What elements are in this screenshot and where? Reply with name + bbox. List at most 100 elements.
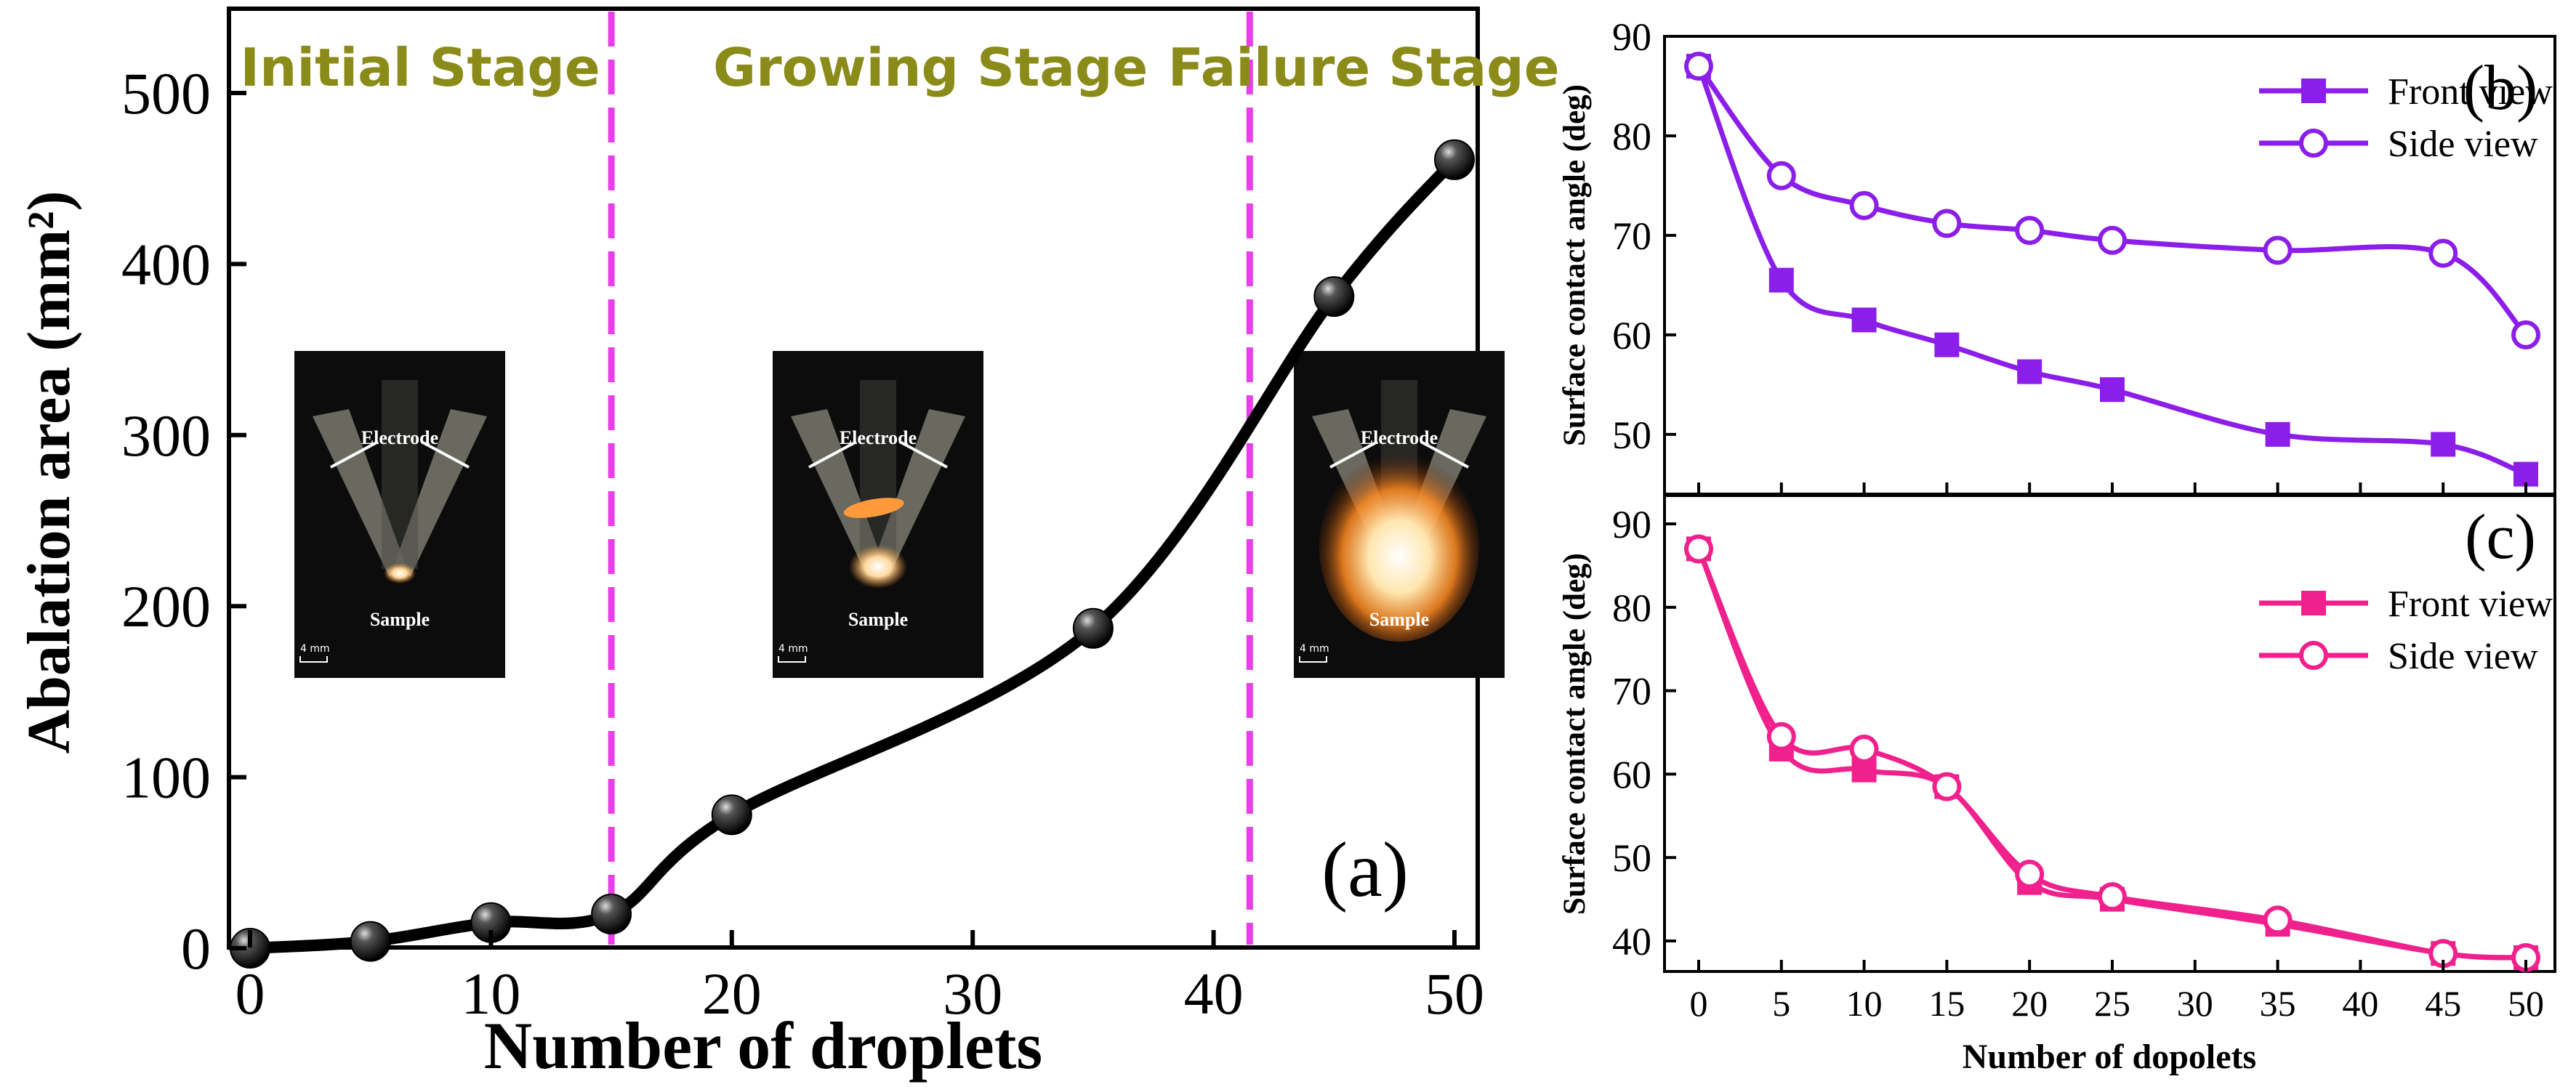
panel-b-data-points bbox=[1684, 52, 2540, 487]
panel-a-y-axis-label: Abalation area (mm²) bbox=[15, 191, 83, 754]
electrode-arrow-left bbox=[1329, 440, 1378, 469]
x-tick-label: 50 bbox=[1425, 961, 1484, 1027]
spark-streak bbox=[843, 498, 904, 518]
scale-bar bbox=[778, 656, 806, 663]
x-tick-label: 35 bbox=[2260, 983, 2296, 1024]
x-tick-label: 40 bbox=[2342, 983, 2378, 1024]
panel-a-stage-labels: Initial Stage Growing Stage Failure Stage bbox=[240, 37, 1559, 98]
data-point-circle bbox=[2428, 238, 2458, 268]
data-point-circle bbox=[2511, 320, 2540, 349]
discharge-glow bbox=[849, 545, 907, 589]
data-point-circle bbox=[1766, 722, 1796, 751]
x-tick-label: 45 bbox=[2425, 983, 2461, 1024]
legend-marker-circle bbox=[2299, 641, 2328, 670]
data-point-square bbox=[2513, 461, 2538, 487]
data-point bbox=[591, 893, 632, 934]
x-tick-label: 5 bbox=[1772, 983, 1790, 1024]
scale-bar bbox=[299, 656, 328, 663]
electrode-arrow-right bbox=[1420, 440, 1469, 469]
electrode-label: Electrode bbox=[361, 427, 438, 448]
y-tick-label: 400 bbox=[121, 231, 211, 297]
y-tick-label: 90 bbox=[1612, 15, 1651, 59]
data-point-circle bbox=[1684, 534, 1713, 564]
x-tick-label: 40 bbox=[1184, 961, 1244, 1027]
data-point bbox=[711, 794, 752, 836]
panel-c-data-points bbox=[1684, 534, 2540, 972]
panel-a-x-ticks: 0 10 20 30 40 50 bbox=[236, 930, 1484, 1027]
data-point-circle bbox=[1849, 190, 1879, 220]
x-tick-label: 20 bbox=[702, 961, 762, 1027]
panel-c-y-ticks: 40 50 60 70 80 90 bbox=[1612, 503, 1676, 963]
electrode-arrow-left bbox=[808, 440, 857, 469]
electrode-arrow-left bbox=[330, 440, 379, 469]
x-tick-label: 30 bbox=[943, 961, 1002, 1027]
data-point-circle bbox=[1684, 52, 1713, 81]
electrode-label: Electrode bbox=[840, 427, 917, 448]
y-tick-label: 70 bbox=[1612, 214, 1651, 258]
electrode-left bbox=[791, 409, 885, 576]
panel-a-y-ticks: 0 100 200 300 400 500 bbox=[121, 60, 246, 982]
data-point-square bbox=[1851, 307, 1877, 333]
data-point-circle bbox=[2015, 860, 2045, 889]
y-tick-label: 300 bbox=[121, 403, 211, 469]
data-point-square bbox=[2431, 432, 2456, 457]
y-tick-label: 90 bbox=[1612, 503, 1651, 546]
x-tick-label: 0 bbox=[1690, 983, 1708, 1024]
panel-b-label: (b) bbox=[2463, 53, 2538, 124]
plasma-haze bbox=[860, 380, 896, 569]
series-line bbox=[244, 153, 1460, 954]
panel-a-data-points bbox=[230, 139, 1475, 969]
inset-photo: Electrode Sample 4 mm bbox=[773, 351, 983, 678]
legend-marker-square bbox=[2301, 78, 2326, 103]
panel-a-series-line bbox=[244, 153, 1460, 954]
y-tick-label: 80 bbox=[1612, 115, 1651, 158]
data-point-circle bbox=[1932, 772, 1962, 801]
stage-label: Initial Stage bbox=[240, 37, 600, 98]
electrode-left bbox=[313, 409, 407, 576]
x-tick-label: 25 bbox=[2094, 983, 2130, 1024]
sample-label: Sample bbox=[370, 609, 430, 630]
data-point-circle bbox=[2098, 882, 2127, 912]
panel-c-label: (c) bbox=[2465, 502, 2536, 573]
data-point bbox=[1313, 276, 1355, 318]
x-tick-label: 10 bbox=[1846, 983, 1883, 1024]
sample-label: Sample bbox=[848, 609, 908, 630]
x-tick-label: 20 bbox=[2011, 983, 2048, 1024]
panel-c: 40 50 60 70 80 90 0 5 10 15 20 25 30 35 40 45 50 Front … bbox=[1558, 494, 2556, 1076]
y-tick-label: 60 bbox=[1612, 314, 1651, 357]
data-point-square bbox=[2017, 359, 2042, 384]
data-point-circle bbox=[2263, 905, 2293, 935]
inset-background bbox=[294, 351, 505, 678]
electrode-right bbox=[393, 409, 487, 576]
data-point-square bbox=[1768, 267, 1794, 293]
plasma-haze bbox=[382, 380, 418, 569]
stage-label: Failure Stage bbox=[1168, 37, 1560, 98]
y-tick-label: 50 bbox=[1612, 413, 1651, 457]
legend-entry-label: Side view bbox=[2388, 124, 2538, 165]
x-tick-label: 10 bbox=[461, 961, 520, 1027]
y-tick-label: 60 bbox=[1612, 753, 1651, 796]
data-point bbox=[1434, 139, 1475, 180]
x-tick-label: 15 bbox=[1928, 983, 1965, 1024]
data-point-circle bbox=[2263, 235, 2293, 265]
scale-bar-label: 4 mm bbox=[1300, 643, 1329, 655]
legend-entry-label: Front view bbox=[2388, 583, 2553, 625]
y-tick-label: 200 bbox=[121, 573, 211, 639]
inset-photo: Electrode Sample 4 mm bbox=[1294, 351, 1505, 678]
data-point-square bbox=[1934, 332, 1960, 357]
scale-bar bbox=[1299, 656, 1327, 663]
data-point-circle bbox=[1932, 209, 1962, 238]
y-tick-label: 80 bbox=[1612, 586, 1651, 630]
legend-marker-circle bbox=[2299, 129, 2328, 158]
x-tick-label: 50 bbox=[2508, 983, 2544, 1024]
y-tick-label: 500 bbox=[121, 60, 211, 126]
panel-c-x-ticks: 0 5 10 15 20 25 30 35 40 45 50 bbox=[1690, 960, 2544, 1024]
panel-b: 50 60 70 80 90 Front view Side view (b) Surfa… bbox=[1558, 15, 2556, 496]
panel-a-stage-dividers bbox=[608, 12, 1253, 945]
panel-a-label: (a) bbox=[1321, 827, 1409, 913]
data-point bbox=[350, 921, 391, 962]
data-point-circle bbox=[2015, 216, 2045, 246]
scale-bar-label: 4 mm bbox=[300, 643, 330, 655]
